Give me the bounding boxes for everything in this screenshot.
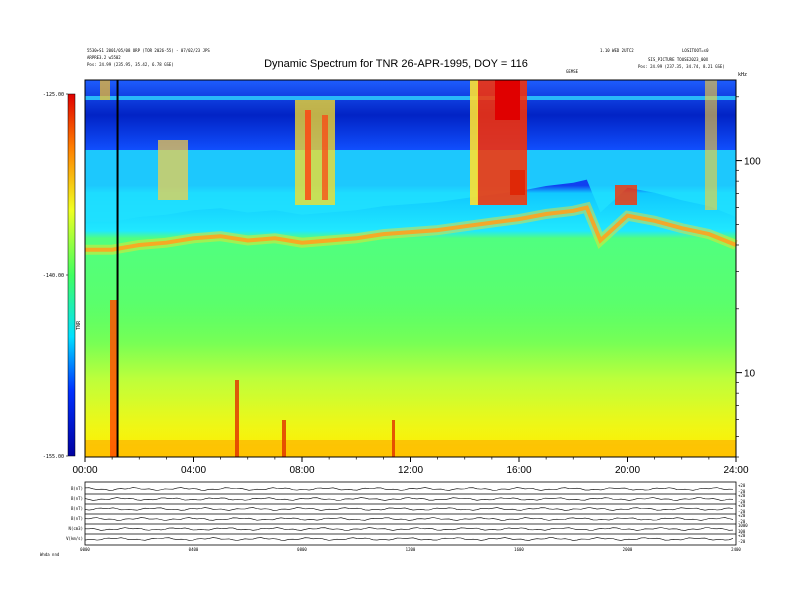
bottom-row-max-4: 1000 — [738, 523, 748, 528]
bottom-time-label-1: 0400 — [189, 547, 199, 552]
spectrogram — [84, 79, 738, 458]
cyan-region — [85, 150, 736, 222]
spike-0530 — [235, 380, 239, 457]
x-tick-label-2: 08:00 — [289, 465, 314, 476]
bottom-panels-frame — [84, 481, 737, 546]
spike-1140 — [392, 420, 395, 457]
y-axis: 10 100 — [735, 80, 761, 458]
header-meta-line2: ARPRE3.2 w5502 — [87, 55, 121, 60]
bottom-time-label-0: 0000 — [80, 547, 90, 552]
bottom-time-label-2: 0800 — [297, 547, 307, 552]
burst-0800-core — [305, 110, 311, 200]
bottom-row-trace-1 — [84, 497, 734, 501]
bottom-row-min-5: -20 — [738, 539, 746, 544]
bottom-time-label-6: 2400 — [731, 547, 741, 552]
center-small-label: GEMSE — [566, 69, 579, 74]
bottom-row-max-2: +20 — [738, 503, 746, 508]
burst-core-1600 — [495, 80, 520, 120]
x-tick-label-0: 00:00 — [72, 465, 97, 476]
x-tick-label-1: 04:00 — [181, 465, 206, 476]
colorbar-gradient — [67, 93, 76, 457]
header-meta-right3: SIS_PICTURE TOUSE2023_00X — [648, 57, 709, 62]
colorbar-tick-label-2: -155.00 — [43, 454, 64, 460]
pos-right-value: 24.99 (237.35, 34.74, 8.21 GSE) — [650, 64, 725, 69]
spike-0100 — [110, 300, 118, 457]
bottom-row-min-3: -20 — [738, 519, 746, 524]
pos-left-label: Pos: — [87, 62, 97, 67]
bottom-time-label-3: 1200 — [406, 547, 416, 552]
bottom-row-label-2: B(nT) — [71, 506, 83, 511]
bottom-row-label-1: B(nT) — [71, 496, 83, 501]
x-tick-label-5: 20:00 — [615, 465, 640, 476]
bottom-row-trace-5 — [84, 537, 734, 541]
bottom-row-min-2: -20 — [738, 509, 746, 514]
colorbar: -125.00 -140.00 -155.00 TNR — [43, 92, 82, 460]
bottom-row-trace-3 — [84, 517, 734, 521]
header-meta-right2: LOSITOOT=s0 — [682, 48, 709, 53]
bottom-time-label-5: 2000 — [623, 547, 633, 552]
burst-0300 — [158, 140, 188, 200]
x-axis: 00:00 04:00 08:00 12:00 16:00 20:00 24:00 — [72, 457, 749, 476]
pos-left-value: 24.99 (235.95, 35.42, 6.78 GSE) — [99, 62, 174, 67]
y-tick-label-0: 10 — [744, 369, 756, 380]
header-pos-left: Pos: 24.99 (235.95, 35.42, 6.78 GSE) — [87, 62, 174, 67]
bottom-row-max-5: +20 — [738, 533, 746, 538]
bottom-time-labels: 0000 0400 0800 1200 1600 2000 2400 — [80, 547, 741, 552]
y-tick-label-1: 100 — [744, 157, 761, 168]
header-meta-right1: 1.10 WED 2UTC2 — [600, 48, 634, 53]
x-tick-label-4: 16:00 — [506, 465, 531, 476]
burst-0030 — [100, 80, 110, 100]
spectrogram-low-band — [85, 300, 736, 457]
colorbar-ticks: -125.00 -140.00 -155.00 — [43, 92, 68, 460]
chart-title: Dynamic Spectrum for TNR 26-APR-1995, DO… — [264, 58, 528, 70]
bottom-row-label-0: B(nT) — [71, 486, 83, 491]
footer-left-label: Wnda nnd — [40, 552, 60, 557]
plasma-line — [85, 205, 737, 252]
spike-0720 — [282, 420, 286, 457]
spectrogram-bottom-band — [85, 440, 736, 457]
burst-2300 — [705, 80, 717, 210]
pos-right-label: Pos: — [638, 64, 648, 69]
burst-0800 — [295, 100, 335, 205]
burst-2000 — [615, 185, 637, 205]
spectrogram-cyan-stripe — [85, 96, 736, 100]
bottom-row-label-4: N(cm3) — [69, 526, 83, 531]
colorbar-tick-label-0: -125.00 — [43, 92, 64, 98]
bottom-row-label-5: V(km/s) — [66, 536, 83, 541]
radio-bursts — [100, 80, 717, 210]
bottom-row-max-0: +20 — [738, 483, 746, 488]
x-tick-label-3: 12:00 — [398, 465, 423, 476]
plasma-line-glow — [85, 201, 738, 255]
cyan-region-shape — [85, 150, 736, 222]
spectrogram-high-band — [85, 80, 736, 150]
y-axis-unit: kHz — [738, 72, 747, 78]
header-pos-right: Pos: 24.99 (237.35, 34.74, 8.21 GSE) — [638, 64, 725, 69]
bottom-rows: B(nT)+20-20B(nT)+20-20B(nT)+20-20B(nT)+2… — [66, 483, 748, 544]
bottom-row-max-3: +20 — [738, 513, 746, 518]
burst-1630 — [510, 170, 525, 195]
bottom-row-label-3: B(nT) — [71, 516, 83, 521]
bottom-row-trace-4 — [85, 527, 734, 531]
bottom-time-label-4: 1600 — [514, 547, 524, 552]
bottom-panels: B(nT)+20-20B(nT)+20-20B(nT)+20-20B(nT)+2… — [66, 481, 748, 552]
bottom-row-min-1: -20 — [738, 499, 746, 504]
header-meta-line1: 5530+S1 2001/05/08 ORP (TOR 2026-55) - 0… — [87, 48, 210, 53]
bottom-row-min-4: 100 — [738, 529, 746, 534]
bottom-row-trace-2 — [84, 507, 734, 511]
colorbar-tick-label-1: -140.00 — [43, 273, 64, 279]
burst-0800-core2 — [322, 115, 328, 200]
bottom-row-max-1: +20 — [738, 493, 746, 498]
burst-edge-1440 — [470, 80, 478, 205]
colorbar-label: TNR — [76, 320, 82, 330]
low-frequency-spikes — [110, 300, 395, 457]
bottom-row-trace-0 — [84, 487, 734, 491]
x-tick-label-6: 24:00 — [723, 465, 748, 476]
bottom-row-min-0: -20 — [738, 489, 746, 494]
